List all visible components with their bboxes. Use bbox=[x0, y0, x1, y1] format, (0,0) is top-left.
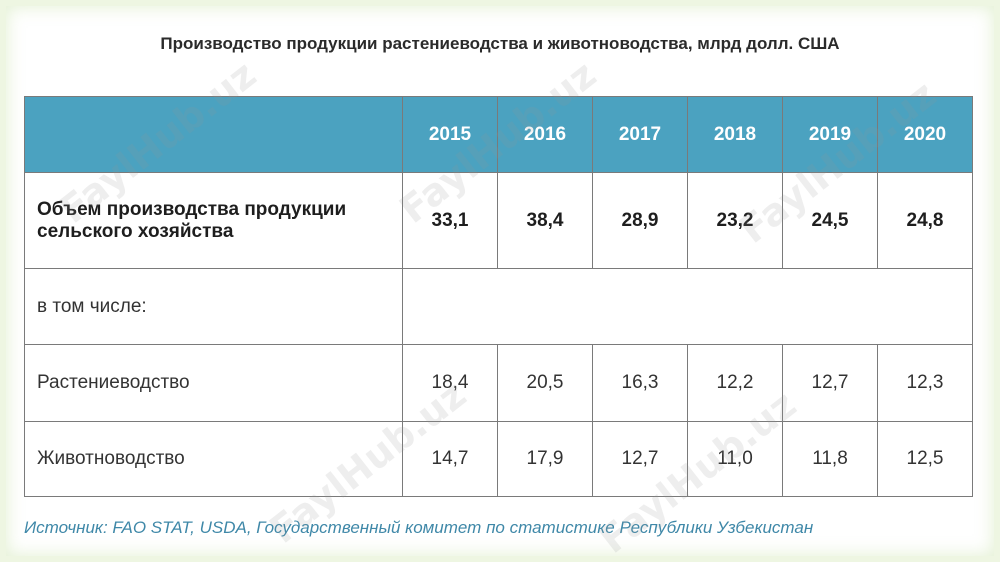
year-header: 2017 bbox=[592, 96, 688, 173]
table-cell: 16,3 bbox=[592, 344, 688, 422]
table-cell: 12,3 bbox=[877, 344, 973, 422]
table-cell: 12,7 bbox=[592, 421, 688, 497]
table-cell: 18,4 bbox=[402, 344, 498, 422]
table-cell: 12,7 bbox=[782, 344, 878, 422]
year-header: 2018 bbox=[687, 96, 783, 173]
year-header: 2019 bbox=[782, 96, 878, 173]
table-row-total: Объем производства продукции сельского х… bbox=[24, 172, 973, 269]
row-label: в том числе: bbox=[24, 268, 403, 345]
table-cell: 38,4 bbox=[497, 172, 593, 269]
table-row-crop: Растениеводство 18,4 20,5 16,3 12,2 12,7… bbox=[24, 344, 973, 422]
header-row: 2015 2016 2017 2018 2019 2020 bbox=[24, 96, 973, 173]
table-cell: 28,9 bbox=[592, 172, 688, 269]
year-header: 2015 bbox=[402, 96, 498, 173]
table-cell: 23,2 bbox=[687, 172, 783, 269]
table-cell: 12,2 bbox=[687, 344, 783, 422]
table-title: Производство продукции растениеводства и… bbox=[160, 34, 840, 53]
data-table: 2015 2016 2017 2018 2019 2020 Объем прои… bbox=[24, 96, 973, 497]
table-cell: 24,5 bbox=[782, 172, 878, 269]
row-label: Растениеводство bbox=[24, 344, 403, 422]
row-label: Животноводство bbox=[24, 421, 403, 497]
table-cell: 14,7 bbox=[402, 421, 498, 497]
header-corner bbox=[24, 96, 403, 173]
table-cell: 20,5 bbox=[497, 344, 593, 422]
table-cell: 33,1 bbox=[402, 172, 498, 269]
source-note: Источник: FAO STAT, USDA, Государственны… bbox=[24, 518, 814, 537]
table-cell: 17,9 bbox=[497, 421, 593, 497]
table-row-subheading: в том числе: bbox=[24, 268, 973, 345]
empty-cell bbox=[402, 268, 973, 345]
year-header: 2016 bbox=[497, 96, 593, 173]
table-cell: 11,0 bbox=[687, 421, 783, 497]
row-label: Объем производства продукции сельского х… bbox=[24, 172, 403, 269]
year-header: 2020 bbox=[877, 96, 973, 173]
table-cell: 12,5 bbox=[877, 421, 973, 497]
table-row-livestock: Животноводство 14,7 17,9 12,7 11,0 11,8 … bbox=[24, 421, 973, 497]
table-cell: 11,8 bbox=[782, 421, 878, 497]
table-cell: 24,8 bbox=[877, 172, 973, 269]
